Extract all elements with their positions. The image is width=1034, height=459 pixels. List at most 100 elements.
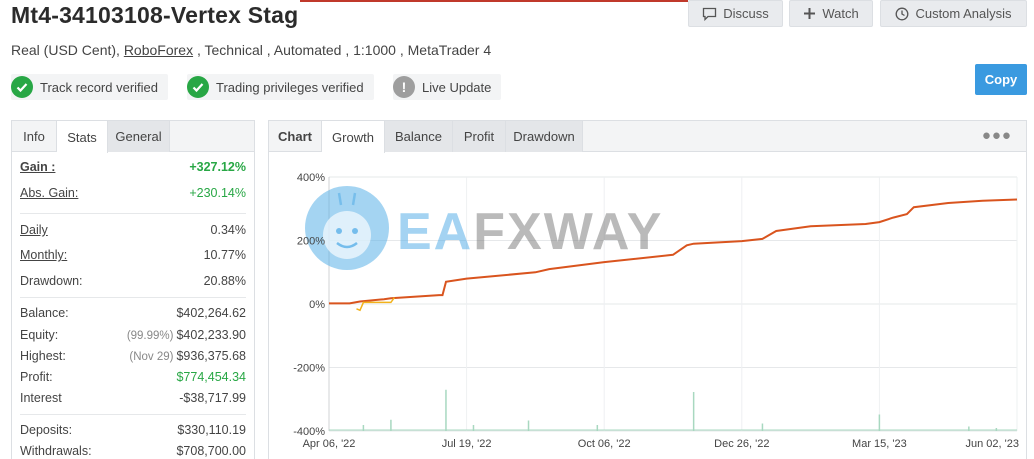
stat-value: $330,110.19	[177, 423, 246, 437]
stat-label[interactable]: Monthly:	[20, 248, 68, 262]
stat-label: Withdrawals:	[20, 444, 92, 458]
growth-chart: EAFXWAY 400% 200% 0% -200% -400% Apr 06, '22…	[293, 172, 1019, 450]
track-record-badge: Track record verified	[11, 74, 168, 100]
stat-equity: Equity: (99.99%) $402,233.90	[20, 325, 246, 345]
y-tick-label: 200%	[297, 236, 325, 248]
tab-stats[interactable]: Stats	[57, 121, 108, 153]
watermark-text: EAFXWAY	[397, 203, 663, 261]
account-details: , Technical , Automated , 1:1000 , MetaT…	[193, 42, 492, 58]
exclamation-icon: !	[393, 76, 415, 98]
discuss-label: Discuss	[723, 6, 769, 21]
stat-equity-percent: (99.99%)	[126, 330, 174, 342]
x-tick-label: Apr 06, '22	[303, 438, 356, 450]
y-tick-label: 400%	[297, 172, 325, 184]
x-tick-label: Dec 26, '22	[714, 438, 769, 450]
y-tick-label: -400%	[293, 426, 325, 438]
badge-label: Track record verified	[40, 79, 158, 95]
stat-value: $774,454.34	[176, 370, 246, 384]
more-options-icon[interactable]: ●●●	[981, 127, 1012, 144]
divider	[20, 414, 246, 415]
stat-withdrawals: Withdrawals: $708,700.00	[20, 441, 246, 459]
broker-link[interactable]: RoboForex	[123, 42, 194, 58]
chart-tabs: Chart Growth Balance Profit Drawdown ●●●	[269, 121, 1026, 153]
tab-general[interactable]: General	[108, 121, 170, 152]
live-update-badge: ! Live Update	[393, 74, 502, 100]
stat-profit: Profit: $774,454.34	[20, 367, 246, 387]
stats-panel: Info Stats General Gain : +327.12% Abs. …	[11, 120, 255, 459]
robot-antenna-icon	[337, 192, 343, 206]
stat-highest: Highest: (Nov 29) $936,375.68	[20, 346, 246, 366]
stat-label: Profit:	[20, 370, 53, 384]
stat-label[interactable]: Daily	[20, 223, 48, 237]
robot-face-icon	[323, 211, 371, 259]
clock-icon	[895, 7, 909, 21]
growth-series-line	[329, 198, 1018, 305]
tab-chart[interactable]: Chart	[269, 121, 322, 152]
comment-icon	[702, 7, 717, 21]
stat-balance: Balance: $402,264.62	[20, 303, 246, 323]
divider	[20, 297, 246, 298]
stat-label: Interest	[20, 391, 62, 405]
x-tick-label: Jul 19, '22	[442, 438, 492, 450]
stat-label: Deposits:	[20, 423, 73, 437]
custom-analysis-label: Custom Analysis	[915, 6, 1012, 21]
stat-value-group: (99.99%) $402,233.90	[127, 328, 246, 342]
stat-value: $708,700.00	[176, 444, 246, 458]
stat-value: 10.77%	[203, 248, 246, 262]
stat-monthly: Monthly: 10.77%	[20, 245, 246, 265]
tab-growth[interactable]: Growth	[322, 121, 385, 153]
watermark-fxway: FXWAY	[473, 203, 663, 261]
watch-label[interactable]: Watch	[822, 6, 859, 21]
stat-label: Drawdown:	[20, 274, 83, 288]
y-tick-label: 0%	[309, 299, 325, 311]
plus-icon	[803, 7, 816, 20]
stat-value: -$38,717.99	[179, 391, 246, 405]
check-icon	[187, 76, 209, 98]
copy-button[interactable]: Copy	[975, 64, 1027, 95]
page-title: Mt4-34103108-Vertex Stag	[11, 2, 299, 28]
stat-deposits: Deposits: $330,110.19	[20, 420, 246, 440]
x-axis-labels: Apr 06, '22 Jul 19, '22 Oct 06, '22 Dec 26,…	[303, 438, 1019, 450]
stat-value: $402,264.62	[176, 306, 246, 320]
check-icon	[11, 76, 33, 98]
robot-eye-icon	[336, 228, 342, 234]
chart-panel: Chart Growth Balance Profit Drawdown ●●●…	[268, 120, 1027, 459]
x-tick-label: Oct 06, '22	[578, 438, 631, 450]
tab-drawdown[interactable]: Drawdown	[506, 121, 583, 152]
watch-button[interactable]: Watch	[789, 0, 873, 27]
tab-profit[interactable]: Profit	[453, 121, 506, 152]
watermark-ea: EA	[397, 203, 473, 261]
stats-tabs: Info Stats General	[12, 121, 254, 153]
stat-daily: Daily 0.34%	[20, 220, 246, 240]
stat-interest: Interest -$38,717.99	[20, 388, 246, 408]
stat-label: Balance:	[20, 306, 69, 320]
x-tick-label: Jun 02, '23	[966, 438, 1019, 450]
stat-value: +230.14%	[189, 186, 246, 200]
chart-series	[329, 198, 1018, 312]
trading-privileges-badge: Trading privileges verified	[187, 74, 374, 100]
divider	[20, 213, 246, 214]
stat-value: 20.88%	[203, 274, 246, 288]
stat-value: 0.34%	[210, 223, 246, 237]
stat-drawdown: Drawdown: 20.88%	[20, 271, 246, 291]
badge-label: Live Update	[422, 79, 492, 95]
account-type: Real (USD Cent),	[11, 42, 124, 58]
top-rule	[300, 0, 688, 2]
y-axis-labels: 400% 200% 0% -200% -400%	[293, 172, 325, 438]
badge-label: Trading privileges verified	[216, 79, 364, 95]
stat-label[interactable]: Abs. Gain:	[20, 186, 79, 200]
robot-smile-icon	[336, 241, 358, 249]
stat-value: $936,375.68	[176, 349, 246, 363]
tab-info[interactable]: Info	[12, 121, 57, 152]
stat-label[interactable]: Gain :	[20, 160, 56, 174]
watermark: EAFXWAY	[305, 186, 663, 270]
custom-analysis-button[interactable]: Custom Analysis	[880, 0, 1027, 27]
y-tick-label: -200%	[293, 363, 325, 375]
discuss-button[interactable]: Discuss	[688, 0, 783, 27]
equity-series-line	[356, 297, 396, 312]
robot-eye-icon	[352, 228, 358, 234]
stat-label: Highest:	[20, 349, 66, 363]
stat-abs-gain: Abs. Gain: +230.14%	[20, 183, 246, 203]
tab-balance[interactable]: Balance	[385, 121, 453, 152]
stat-gain: Gain : +327.12%	[20, 157, 246, 177]
